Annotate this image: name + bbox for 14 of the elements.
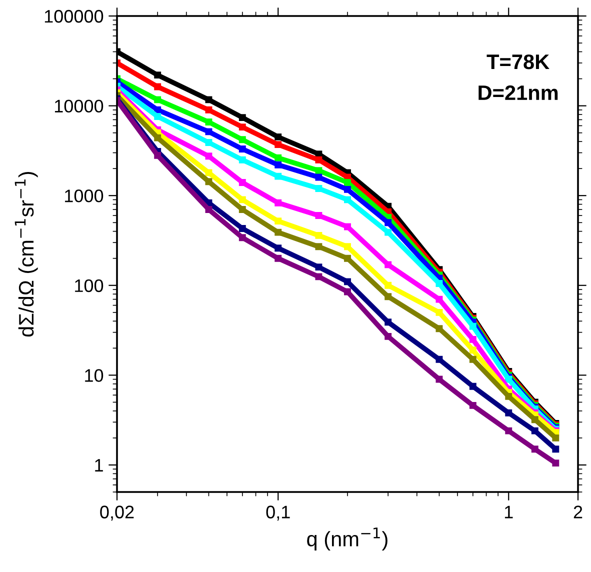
y-tick-label: 100 — [75, 279, 104, 292]
annotation: T=78K — [486, 54, 550, 70]
x-tick-label: 2 — [574, 506, 582, 518]
y-tick-label: 100000 — [44, 10, 104, 23]
y-tick-label: 1000 — [65, 190, 104, 202]
annotation: D=21nm — [478, 85, 558, 100]
y-tick-label: 10000 — [54, 100, 104, 113]
x-tick-label: 0,02 — [100, 506, 134, 521]
y-axis-title: dΣ/dΩ (cm$^{−1}$sr$^{−1}$) — [14, 172, 38, 337]
y-tick-label: 1 — [95, 459, 103, 472]
x-axis-title: q (nm$^{−1}$) — [307, 528, 388, 551]
x-tick-label: 1 — [504, 506, 513, 518]
y-tick-label: 10 — [85, 369, 104, 382]
x-tick-label: 0,1 — [266, 506, 290, 521]
